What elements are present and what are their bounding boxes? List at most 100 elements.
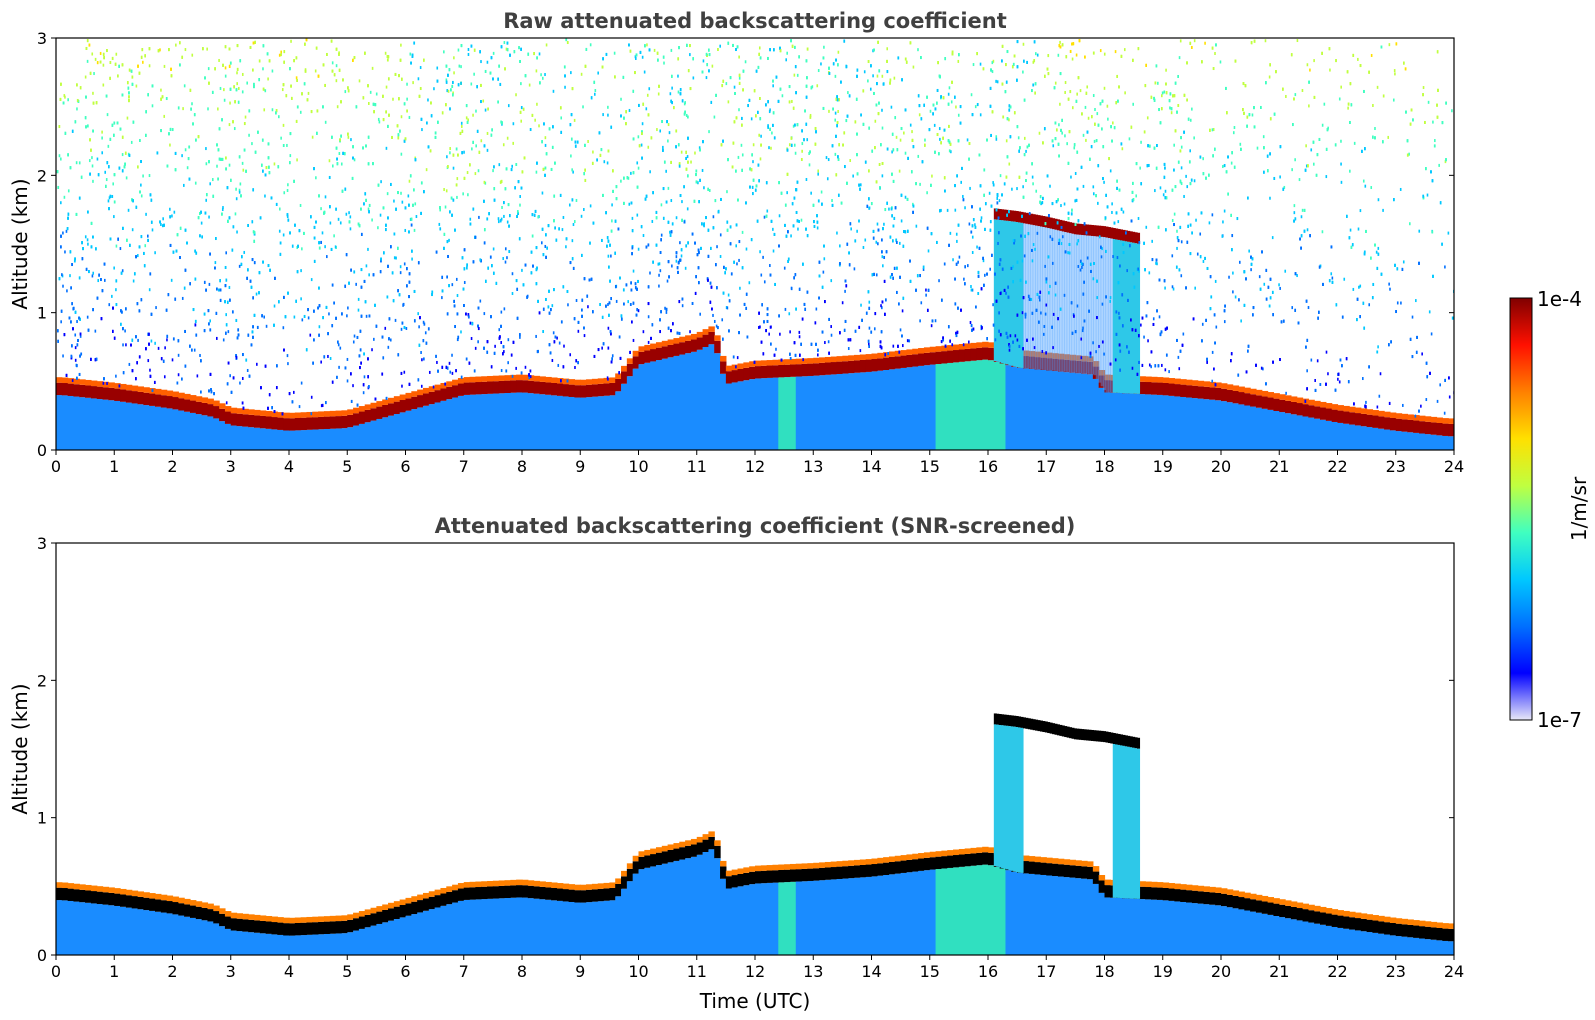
- noise-pixel: [79, 334, 82, 338]
- noise-pixel: [60, 201, 62, 205]
- noise-pixel: [337, 343, 340, 347]
- noise-pixel: [293, 315, 296, 319]
- cloud-layer-cell: [236, 413, 243, 427]
- noise-pixel: [653, 48, 656, 52]
- boundary-layer-cell: [556, 395, 564, 450]
- noise-pixel: [1306, 369, 1308, 373]
- noise-pixel: [334, 245, 337, 249]
- noise-pixel: [681, 304, 684, 308]
- noise-pixel: [353, 334, 356, 338]
- cloud-edge-cell: [807, 358, 814, 364]
- noise-pixel: [1171, 254, 1174, 258]
- noise-pixel: [541, 76, 544, 80]
- boundary-layer-cell: [1104, 392, 1111, 450]
- noise-pixel: [236, 71, 238, 75]
- noise-pixel: [448, 361, 451, 365]
- noise-pixel: [954, 208, 957, 212]
- noise-pixel: [1112, 255, 1114, 259]
- noise-pixel: [1137, 216, 1140, 220]
- noise-pixel: [466, 171, 469, 175]
- noise-pixel: [572, 223, 575, 227]
- noise-pixel: [1111, 202, 1113, 206]
- noise-pixel: [971, 288, 974, 292]
- cloud-edge-cell: [749, 361, 756, 367]
- noise-pixel: [1359, 209, 1362, 213]
- noise-pixel: [425, 168, 428, 172]
- cloud-edge-cell: [178, 392, 185, 399]
- noise-pixel: [1024, 315, 1027, 319]
- noise-pixel: [637, 309, 640, 313]
- noise-pixel: [1071, 106, 1074, 110]
- cloud-layer-cell: [510, 380, 517, 393]
- noise-pixel: [1086, 256, 1089, 260]
- noise-pixel: [320, 207, 322, 211]
- noise-pixel: [241, 376, 244, 380]
- noise-pixel: [1238, 260, 1241, 264]
- cloud-edge-cell: [1273, 393, 1280, 399]
- noise-pixel: [1161, 94, 1163, 98]
- noise-pixel: [111, 294, 113, 298]
- noise-pixel: [702, 59, 705, 63]
- noise-pixel: [104, 278, 106, 282]
- noise-pixel: [149, 368, 151, 372]
- noise-pixel: [681, 200, 683, 204]
- noise-pixel: [222, 206, 224, 210]
- boundary-layer-cell: [149, 405, 156, 450]
- cloud-layer-cell: [219, 408, 226, 422]
- noise-pixel: [344, 90, 347, 94]
- cloud-edge-cell: [259, 410, 267, 416]
- noise-pixel: [173, 210, 176, 214]
- noise-pixel: [931, 174, 933, 178]
- noise-pixel: [750, 117, 753, 121]
- cloud-layer-cell: [172, 397, 179, 410]
- cloud-edge-cell: [1139, 376, 1146, 382]
- cloud-edge-cell: [667, 339, 675, 345]
- noise-pixel: [1310, 358, 1313, 362]
- cloud-layer-cell: [1436, 422, 1443, 436]
- noise-pixel: [299, 203, 302, 207]
- noise-pixel: [671, 264, 673, 268]
- noise-pixel: [1176, 246, 1178, 250]
- noise-pixel: [738, 258, 740, 262]
- cloud-edge-cell: [1238, 386, 1245, 393]
- noise-pixel: [1076, 304, 1079, 308]
- noise-pixel: [660, 233, 663, 237]
- cloud-layer-cell: [1314, 406, 1321, 419]
- noise-pixel: [1079, 89, 1082, 93]
- noise-pixel: [1025, 149, 1027, 153]
- noise-pixel: [791, 99, 793, 103]
- noise-pixel: [1250, 268, 1252, 272]
- boundary-layer-cell: [1191, 398, 1199, 450]
- cloud-layer-cell: [661, 346, 669, 359]
- noise-pixel: [62, 231, 64, 235]
- cloud-edge-cell: [1098, 370, 1106, 376]
- cloud-layer-cell: [207, 404, 214, 417]
- noise-pixel: [273, 304, 276, 308]
- noise-pixel: [1107, 117, 1109, 121]
- cloud-layer-cell: [370, 408, 377, 421]
- cloud-layer-cell: [912, 354, 919, 367]
- cloud-edge-cell: [102, 381, 110, 388]
- noise-pixel: [87, 242, 89, 246]
- noise-pixel: [1118, 311, 1120, 315]
- cloud-edge-cell: [1191, 380, 1199, 386]
- fall-streak-cell: [1035, 225, 1039, 370]
- fall-streak-cell: [1032, 225, 1036, 370]
- fall-streak-cell: [1100, 236, 1104, 387]
- noise-pixel: [1377, 246, 1380, 250]
- cloud-edge-cell: [1040, 352, 1047, 358]
- boundary-layer-cell: [399, 412, 407, 450]
- noise-pixel: [868, 342, 870, 346]
- cloud-layer-cell: [79, 384, 86, 398]
- noise-pixel: [1040, 202, 1042, 206]
- noise-pixel: [477, 340, 479, 344]
- cloud-edge-cell: [1261, 390, 1269, 397]
- cloud-edge-cell: [655, 342, 663, 348]
- cloud-edge-cell: [766, 360, 774, 366]
- noise-pixel: [797, 227, 799, 231]
- noise-pixel: [957, 59, 960, 63]
- noise-pixel: [669, 230, 671, 234]
- noise-pixel: [363, 375, 366, 379]
- noise-pixel: [113, 266, 115, 270]
- noise-pixel: [457, 48, 460, 52]
